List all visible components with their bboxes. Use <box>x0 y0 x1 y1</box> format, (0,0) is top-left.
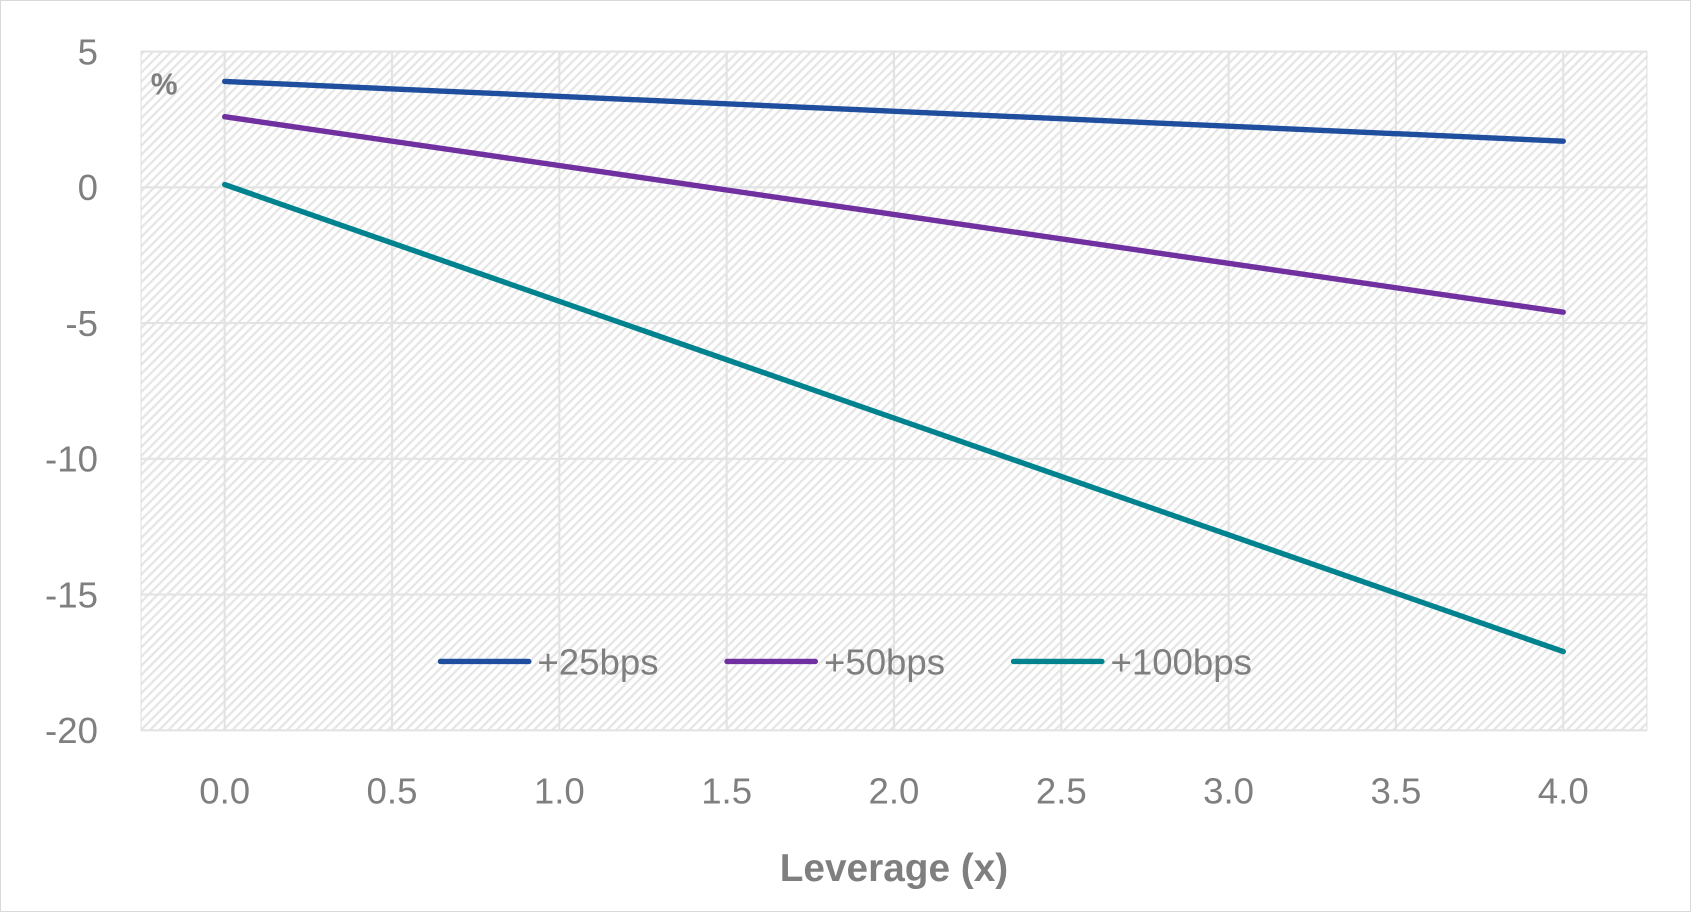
y-tick-label: -20 <box>45 710 98 751</box>
x-tick-label: 3.5 <box>1370 770 1421 811</box>
legend-label: +100bps <box>1110 641 1251 682</box>
y-tick-label: -5 <box>65 303 98 344</box>
series-line-25bps <box>221 78 1566 144</box>
x-tick-label: 3.0 <box>1203 770 1254 811</box>
y-tick-label: -15 <box>45 574 98 615</box>
x-tick-label: 0.5 <box>367 770 418 811</box>
x-tick-label: 2.5 <box>1036 770 1087 811</box>
x-tick-label: 4.0 <box>1538 770 1589 811</box>
y-tick-label: 5 <box>78 31 98 72</box>
series-line-100bps <box>221 181 1566 655</box>
legend-label: +25bps <box>537 641 658 682</box>
legend-label: +50bps <box>824 641 945 682</box>
x-tick-label: 0.0 <box>199 770 250 811</box>
y-axis-unit-label: % <box>151 69 178 102</box>
series-line-50bps <box>221 114 1566 315</box>
y-tick-label: -10 <box>45 439 98 480</box>
x-tick-label: 1.0 <box>534 770 585 811</box>
x-tick-label: 2.0 <box>869 770 920 811</box>
x-axis-title: Leverage (x) <box>780 847 1008 890</box>
y-tick-label: 0 <box>78 167 98 208</box>
x-tick-label: 1.5 <box>701 770 752 811</box>
